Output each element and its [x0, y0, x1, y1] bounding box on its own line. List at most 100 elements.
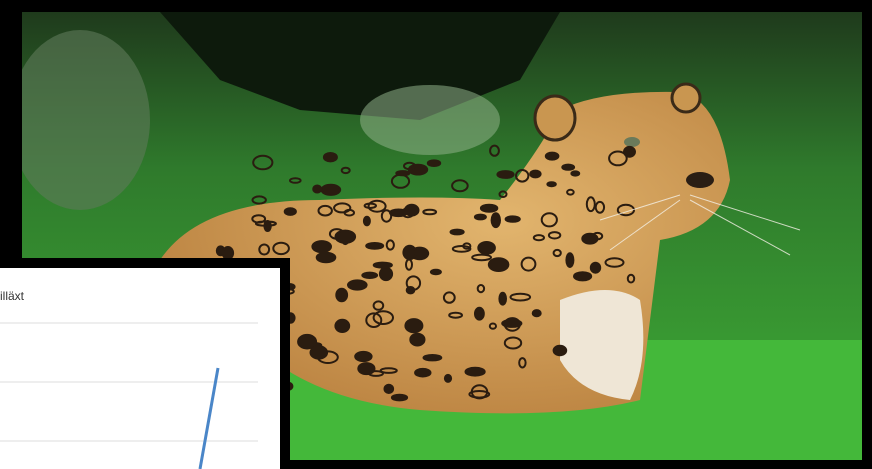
spot	[473, 213, 487, 221]
spot	[372, 261, 393, 269]
spot	[547, 231, 562, 240]
spot	[395, 170, 411, 177]
spot	[442, 291, 456, 304]
spot	[604, 257, 625, 268]
spot	[378, 266, 394, 282]
spot	[518, 357, 527, 369]
spot	[340, 166, 351, 175]
spot	[404, 318, 424, 334]
line	[198, 367, 220, 469]
spot	[532, 234, 546, 242]
spot	[272, 241, 290, 256]
spot	[504, 215, 521, 223]
spot	[367, 199, 387, 213]
spot	[570, 170, 581, 177]
spot	[561, 163, 576, 171]
spot	[498, 291, 508, 306]
spot	[451, 245, 472, 253]
spot	[385, 239, 395, 251]
spot	[479, 203, 499, 213]
inset-panel: illäxt	[0, 258, 290, 469]
spot	[520, 256, 537, 272]
spot	[390, 393, 409, 402]
spot	[488, 322, 497, 330]
nose	[686, 172, 714, 188]
spot	[343, 208, 355, 217]
spot	[372, 310, 394, 326]
spot	[252, 154, 274, 171]
spot	[626, 273, 636, 284]
inset-background	[0, 268, 280, 469]
spot	[477, 241, 496, 255]
spot	[476, 284, 486, 294]
spot	[594, 200, 606, 214]
spot	[529, 169, 542, 179]
ear	[670, 82, 702, 114]
spot	[566, 188, 575, 196]
spot	[448, 311, 464, 319]
ear	[533, 94, 577, 142]
spot	[357, 362, 376, 376]
spot	[531, 309, 542, 318]
spot	[405, 275, 422, 291]
spot	[334, 318, 351, 333]
spot	[333, 202, 352, 214]
spot	[380, 209, 393, 223]
bush	[360, 85, 500, 155]
spot	[489, 144, 500, 157]
spot	[623, 145, 636, 158]
spot	[221, 246, 235, 261]
spot	[403, 161, 416, 171]
spot	[585, 196, 596, 213]
spot	[312, 184, 323, 194]
spot	[540, 212, 558, 228]
spot	[581, 232, 599, 245]
spot	[258, 243, 271, 256]
spot	[573, 271, 593, 282]
spot	[544, 151, 560, 161]
whiskers	[599, 194, 801, 256]
spot	[503, 336, 523, 350]
spot	[426, 159, 442, 167]
spot	[443, 373, 453, 383]
spot	[429, 268, 442, 276]
spot	[501, 318, 523, 328]
spot	[552, 344, 568, 357]
spot	[474, 306, 485, 321]
spot	[311, 240, 333, 254]
spot	[451, 179, 469, 193]
spot	[372, 300, 385, 311]
rock	[22, 30, 150, 210]
spot	[565, 252, 575, 269]
spot	[347, 279, 368, 291]
spot	[315, 251, 337, 264]
leopard	[160, 82, 801, 414]
spot	[608, 150, 628, 167]
spot	[422, 208, 438, 216]
spot	[335, 287, 349, 303]
spot	[320, 183, 342, 196]
spot	[402, 244, 418, 261]
spot	[449, 228, 465, 236]
spot	[589, 261, 602, 274]
spot	[496, 170, 515, 179]
spot	[251, 214, 267, 224]
spot	[515, 169, 530, 183]
spot	[322, 152, 338, 163]
spot	[403, 203, 420, 217]
spot	[487, 257, 510, 273]
spot	[409, 332, 426, 347]
spot	[470, 384, 489, 400]
spot	[289, 177, 302, 184]
spot	[283, 207, 297, 216]
spot	[365, 242, 385, 250]
spot	[616, 203, 636, 217]
spot	[254, 220, 277, 227]
spot	[509, 292, 532, 302]
spot	[546, 181, 557, 188]
spot	[334, 229, 357, 244]
eye	[624, 137, 640, 147]
spot	[251, 195, 267, 205]
